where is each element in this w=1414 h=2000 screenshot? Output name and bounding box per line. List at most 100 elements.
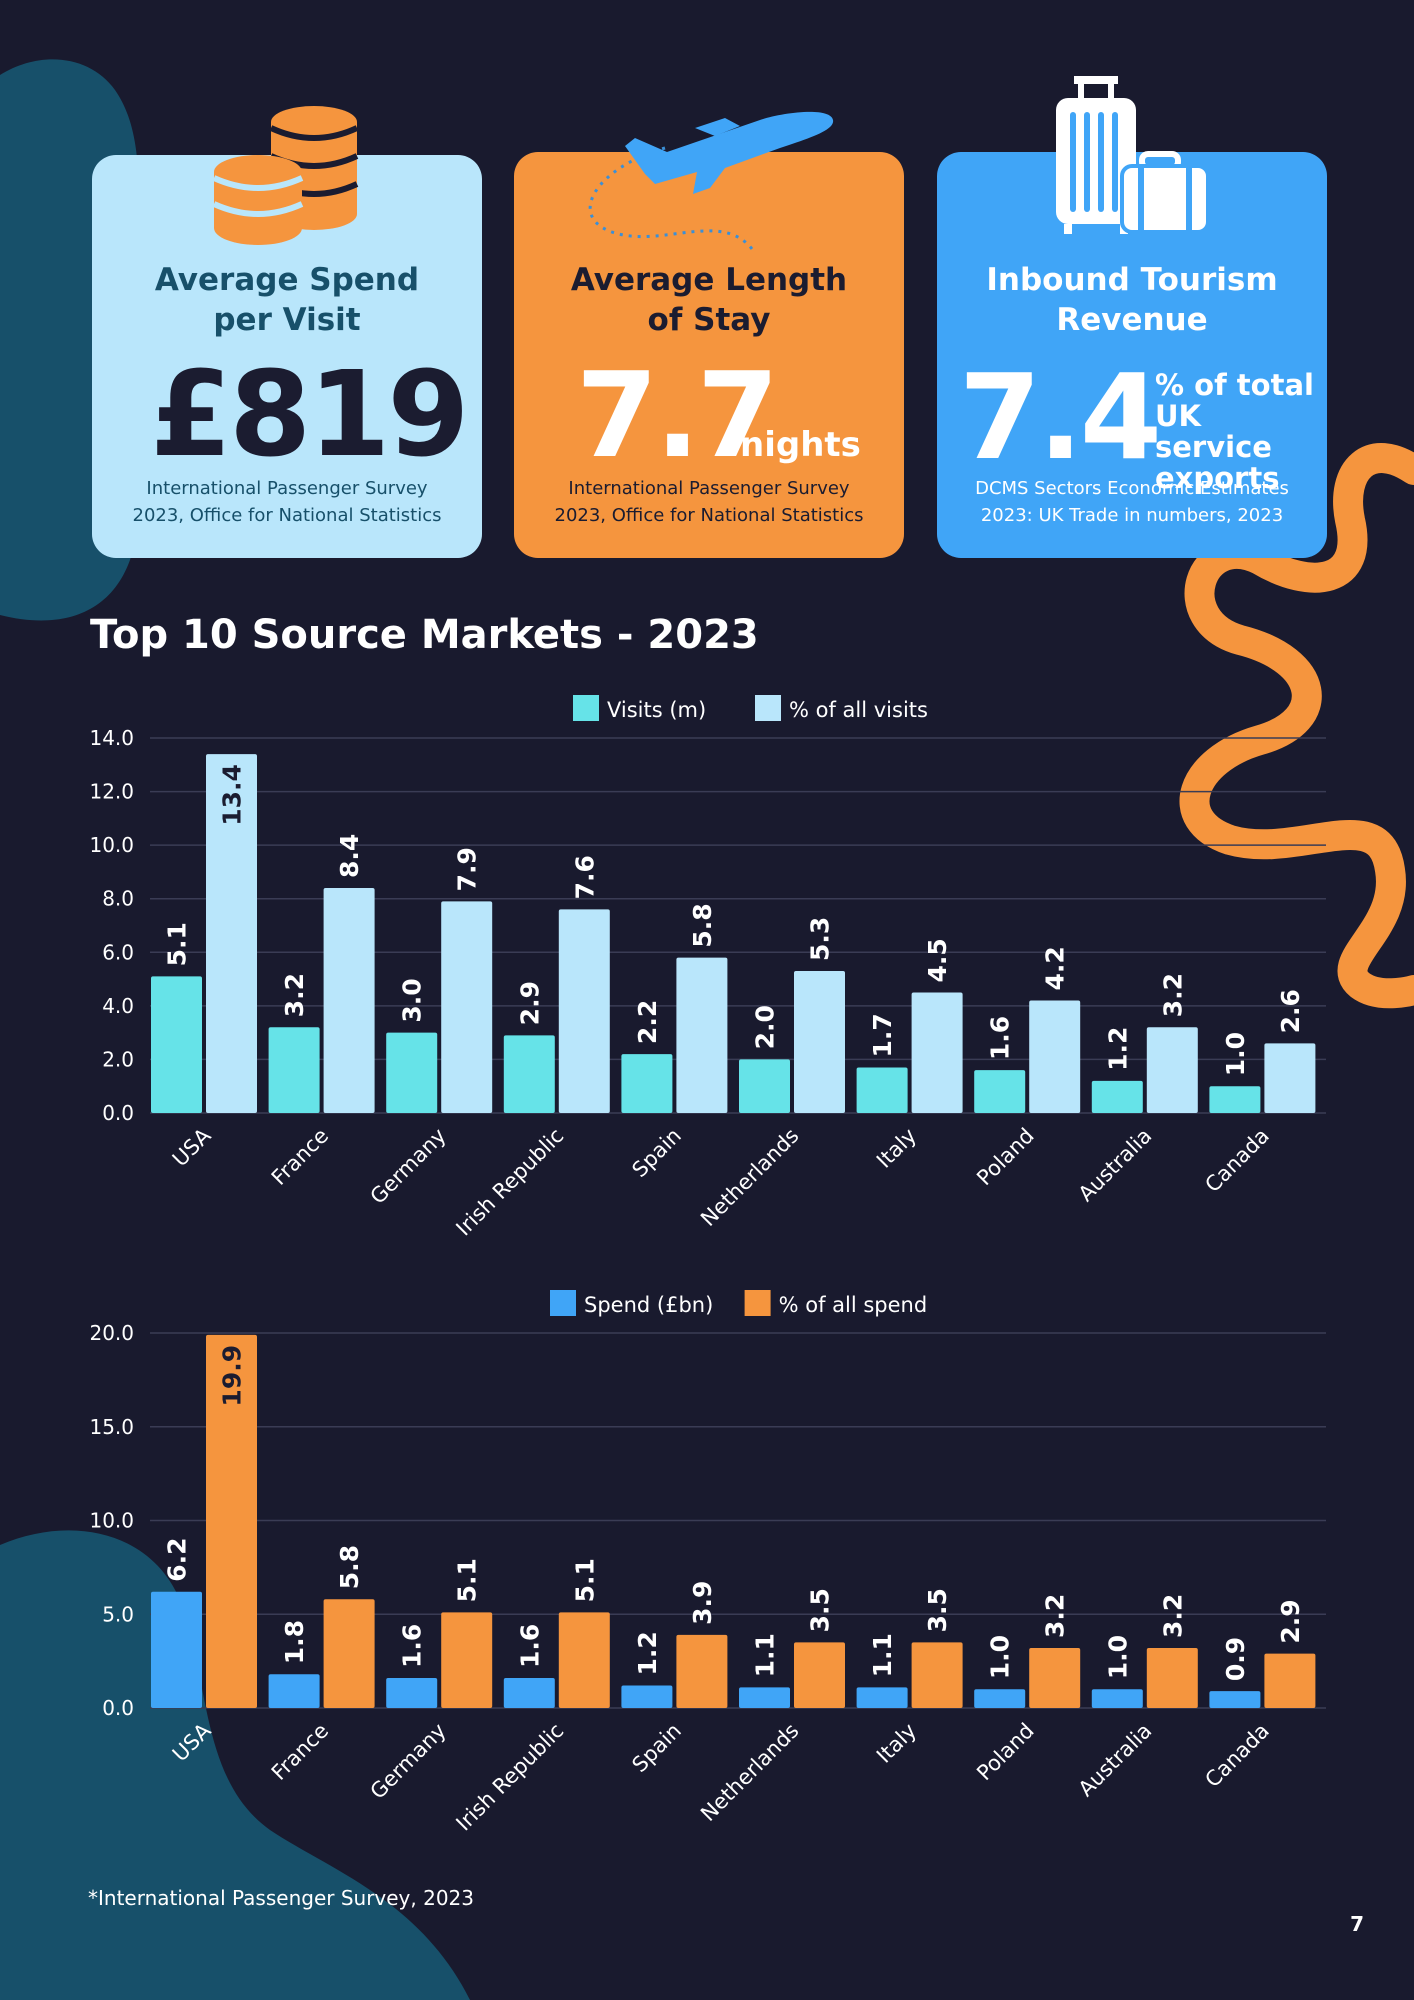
visits-ytick-label: 8.0 xyxy=(102,887,134,911)
average-stay-value: 7.7 xyxy=(576,346,779,484)
visits-category-label-italy: Italy xyxy=(872,1124,921,1173)
spend-bar-poland-of-all-spend xyxy=(1029,1648,1081,1708)
spend-data-label-canada-of-all-spend: 2.9 xyxy=(1276,1599,1305,1643)
spend-bar-poland-spend-bn xyxy=(974,1689,1026,1708)
visits-bar-netherlands-of-all-visits xyxy=(794,971,845,1113)
visits-data-label-spain-of-all-visits: 5.8 xyxy=(688,903,717,947)
visits-bar-usa-of-all-visits xyxy=(206,754,257,1113)
visits-bar-canada-visits-m xyxy=(1209,1086,1261,1113)
spend-legend-swatch-of-all-spend xyxy=(744,1290,771,1316)
visits-category-label-germany: Germany xyxy=(366,1124,451,1209)
visits-legend-label-of-all-visits: % of all visits xyxy=(789,698,928,722)
tourism-revenue-unit-line3: exports xyxy=(1155,461,1280,495)
spend-category-label-canada: Canada xyxy=(1200,1719,1273,1792)
visits-bar-spain-visits-m xyxy=(621,1054,673,1113)
visits-data-label-france-visits-m: 3.2 xyxy=(280,973,309,1017)
visits-bar-chart: 0.0 2.0 4.0 6.0 8.0 10.0 12.0 14.0 Visits (m) % o… xyxy=(89,695,1326,1240)
visits-data-label-australia-visits-m: 1.2 xyxy=(1103,1027,1132,1071)
visits-bar-italy-visits-m xyxy=(856,1067,908,1113)
spend-ytick-label: 20.0 xyxy=(89,1321,134,1345)
spend-data-label-netherlands-spend-bn: 1.1 xyxy=(751,1633,780,1677)
visits-data-label-usa-of-all-visits: 13.4 xyxy=(218,764,247,826)
visits-data-label-poland-of-all-visits: 4.2 xyxy=(1041,946,1070,990)
visits-legend-swatch-of-all-visits xyxy=(755,695,781,721)
spend-category-label-australia: Australia xyxy=(1074,1719,1157,1802)
spend-ytick-label: 10.0 xyxy=(89,1509,134,1533)
visits-data-label-netherlands-of-all-visits: 5.3 xyxy=(806,917,835,961)
spend-legend-swatch-spend-bn xyxy=(550,1290,576,1316)
tourism-revenue-source-line2: 2023: UK Trade in numbers, 2023 xyxy=(980,505,1284,526)
average-spend-card: Average Spend per Visit £819 Internation… xyxy=(92,155,482,558)
spend-data-label-spain-spend-bn: 1.2 xyxy=(633,1631,662,1675)
visits-data-label-italy-of-all-visits: 4.5 xyxy=(923,938,952,982)
page-number: 7 xyxy=(1350,1912,1364,1936)
visits-bar-italy-of-all-visits xyxy=(911,992,963,1113)
visits-data-label-france-of-all-visits: 8.4 xyxy=(335,834,364,878)
average-stay-title-line1: Average Length xyxy=(570,262,848,298)
spend-data-label-germany-spend-bn: 1.6 xyxy=(398,1624,427,1668)
spend-data-label-poland-spend-bn: 1.0 xyxy=(986,1635,1015,1679)
spend-data-label-australia-of-all-spend: 3.2 xyxy=(1158,1594,1187,1638)
spend-category-label-germany: Germany xyxy=(366,1719,451,1804)
spend-bar-canada-spend-bn xyxy=(1209,1691,1261,1708)
spend-category-label-irish-republic: Irish Republic xyxy=(451,1719,568,1836)
tourism-revenue-unit-line2: UK service xyxy=(1155,399,1272,464)
visits-bar-france-of-all-visits xyxy=(323,888,375,1113)
visits-bar-netherlands-visits-m xyxy=(739,1059,790,1113)
footnote: *International Passenger Survey, 2023 xyxy=(88,1886,475,1910)
average-spend-source-line2: 2023, Office for National Statistics xyxy=(132,505,442,526)
visits-category-label-australia: Australia xyxy=(1074,1124,1157,1207)
spend-category-label-france: France xyxy=(267,1719,333,1785)
spend-data-label-italy-spend-bn: 1.1 xyxy=(868,1633,897,1677)
spend-ytick-label: 15.0 xyxy=(89,1415,134,1439)
visits-ytick-label: 4.0 xyxy=(102,994,134,1018)
spend-bar-italy-of-all-spend xyxy=(911,1642,963,1708)
spend-bar-usa-spend-bn xyxy=(151,1591,202,1708)
spend-legend-label-spend-bn: Spend (£bn) xyxy=(584,1293,713,1317)
tourism-revenue-unit-line1: % of total xyxy=(1155,368,1314,402)
spend-data-label-netherlands-of-all-spend: 3.5 xyxy=(806,1588,835,1632)
visits-data-label-usa-visits-m: 5.1 xyxy=(163,922,192,966)
spend-category-label-poland: Poland xyxy=(972,1719,1039,1786)
visits-ytick-label: 12.0 xyxy=(89,780,134,804)
tourism-revenue-value: 7.4 xyxy=(959,348,1162,486)
spend-data-label-germany-of-all-spend: 5.1 xyxy=(453,1558,482,1602)
spend-data-label-usa-of-all-spend: 19.9 xyxy=(218,1345,247,1407)
visits-ytick-label: 14.0 xyxy=(89,726,134,750)
visits-ytick-label: 6.0 xyxy=(102,940,134,964)
spend-bar-australia-of-all-spend xyxy=(1146,1648,1198,1708)
teal-blob-bottom xyxy=(0,1530,470,2000)
spend-ytick-label: 5.0 xyxy=(102,1602,134,1626)
visits-bar-usa-visits-m xyxy=(151,976,202,1113)
visits-category-label-canada: Canada xyxy=(1200,1124,1273,1197)
tourism-revenue-title: Inbound Tourism Revenue xyxy=(937,260,1327,340)
spend-data-label-france-spend-bn: 1.8 xyxy=(280,1620,309,1664)
luggage-icon xyxy=(1056,76,1210,234)
visits-data-label-irish-republic-visits-m: 2.9 xyxy=(515,981,544,1025)
spend-category-label-usa: USA xyxy=(168,1718,216,1766)
average-spend-title: Average Spend per Visit xyxy=(92,260,482,340)
average-stay-source: International Passenger Survey 2023, Off… xyxy=(514,475,904,529)
average-spend-title-line1: Average Spend xyxy=(154,262,420,298)
spend-category-label-spain: Spain xyxy=(627,1719,685,1777)
visits-ytick-label: 10.0 xyxy=(89,833,134,857)
visits-bar-poland-visits-m xyxy=(974,1070,1026,1113)
average-spend-source-line1: International Passenger Survey xyxy=(146,478,428,499)
visits-ytick-label: 2.0 xyxy=(102,1047,134,1071)
visits-bar-poland-of-all-visits xyxy=(1029,1000,1081,1113)
spend-ytick-label: 0.0 xyxy=(102,1696,134,1720)
section-title: Top 10 Source Markets - 2023 xyxy=(90,612,759,658)
spend-data-label-italy-of-all-spend: 3.5 xyxy=(923,1588,952,1632)
spend-bar-netherlands-spend-bn xyxy=(739,1687,790,1708)
spend-bar-spain-spend-bn xyxy=(621,1685,673,1708)
tourism-revenue-unit: % of total UK service exports xyxy=(1155,370,1327,494)
average-stay-title-line2: of Stay xyxy=(647,302,771,338)
average-stay-source-line2: 2023, Office for National Statistics xyxy=(554,505,864,526)
spend-data-label-spain-of-all-spend: 3.9 xyxy=(688,1581,717,1625)
coins-icon xyxy=(212,106,359,245)
spend-category-label-netherlands: Netherlands xyxy=(696,1719,803,1826)
spend-bar-usa-of-all-spend xyxy=(206,1334,257,1708)
visits-category-label-usa: USA xyxy=(168,1123,216,1171)
visits-bar-irish-republic-visits-m xyxy=(503,1035,555,1113)
visits-bar-germany-visits-m xyxy=(386,1032,438,1113)
